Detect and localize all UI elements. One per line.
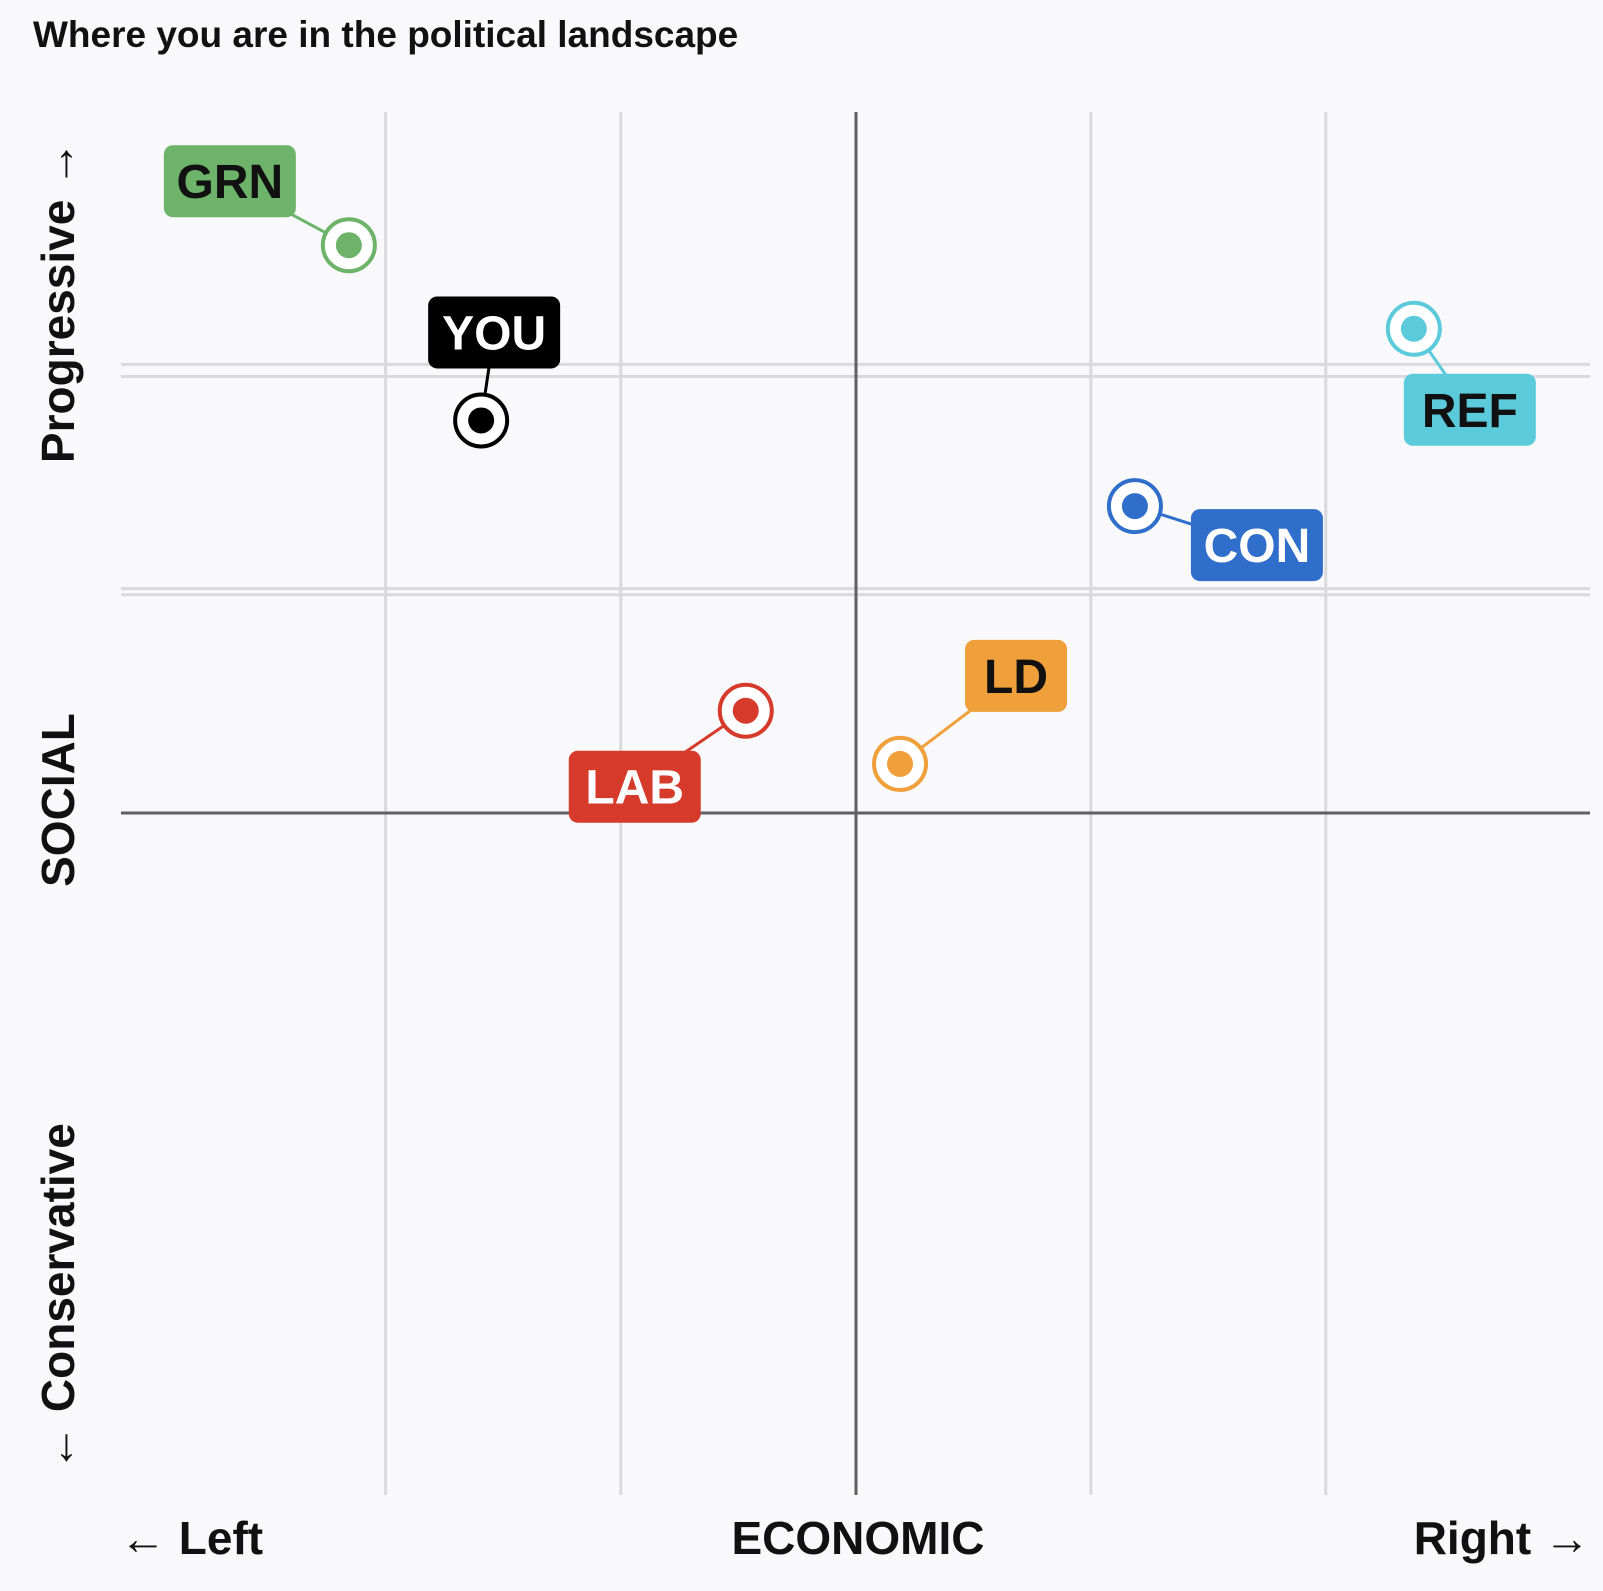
x-axis-label-economic: ECONOMIC xyxy=(732,1512,985,1564)
party-point-con: CON xyxy=(1106,478,1323,582)
label-text-ld: LD xyxy=(984,651,1048,704)
label-text-con: CON xyxy=(1204,520,1311,573)
marker-dot-ld xyxy=(887,750,914,777)
y-axis-label-conservative: ← Conservative xyxy=(32,1123,84,1471)
x-axis-label-right: Right → xyxy=(1414,1512,1590,1564)
y-axis-label-progressive: Progressive → xyxy=(32,141,84,463)
party-point-lab: LAB xyxy=(568,682,774,823)
y-axis-label-social: SOCIAL xyxy=(32,713,84,887)
x-axis-label-left: ← Left xyxy=(120,1512,263,1564)
party-point-ld: LD xyxy=(872,639,1068,792)
label-box-lab xyxy=(568,750,701,823)
marker-dot-con xyxy=(1121,493,1148,520)
marker-dot-grn xyxy=(335,232,362,259)
label-box-con xyxy=(1190,509,1323,582)
label-box-ld xyxy=(965,639,1068,712)
label-box-grn xyxy=(163,145,296,218)
label-text-you: YOU xyxy=(442,307,546,360)
party-points: GRN YOU LD LAB CON REF xyxy=(163,145,1536,823)
marker-dot-ref xyxy=(1400,315,1427,342)
label-text-lab: LAB xyxy=(585,762,684,815)
marker-dot-you xyxy=(468,407,495,434)
marker-dot-lab xyxy=(732,697,759,724)
party-point-grn: GRN xyxy=(163,145,377,274)
page-title: Where you are in the political landscape xyxy=(33,14,739,55)
center-axes xyxy=(121,112,1590,1495)
label-box-ref xyxy=(1403,373,1536,446)
label-text-ref: REF xyxy=(1422,385,1518,438)
label-text-grn: GRN xyxy=(177,156,284,209)
party-point-you: YOU xyxy=(428,296,561,449)
label-box-you xyxy=(428,296,561,369)
party-point-ref: REF xyxy=(1385,300,1536,446)
